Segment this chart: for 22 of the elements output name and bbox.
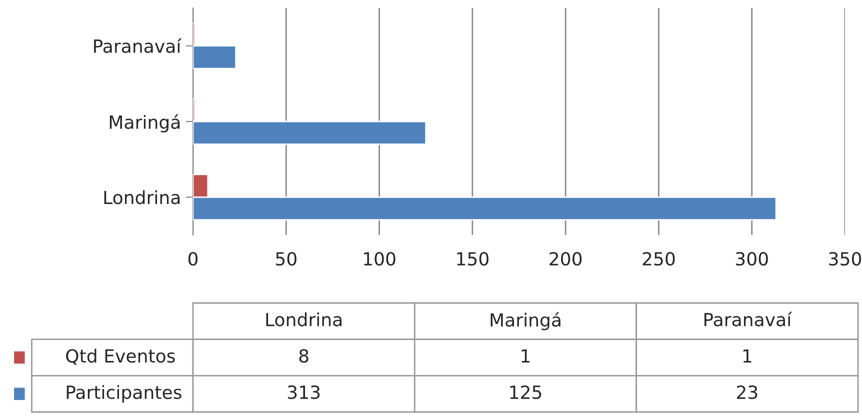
- category-label: Maringá: [490, 312, 560, 330]
- data-label: 8: [299, 349, 308, 363]
- x-tick-label: 150: [457, 252, 488, 266]
- series-label: Participantes: [66, 385, 182, 403]
- data-label: 1: [743, 349, 752, 362]
- y-tick-label: Maringá: [110, 114, 180, 132]
- y-tick-label: Londrina: [104, 190, 180, 204]
- data-label: 1: [522, 349, 530, 362]
- x-tick-label: 250: [642, 252, 675, 266]
- x-tick-label: 50: [276, 252, 296, 266]
- series-label: Qtd Eventos: [66, 348, 175, 365]
- data-label: 23: [737, 385, 758, 400]
- category-label: Paranavaí: [704, 312, 792, 326]
- y-tick-label: Paranavaí: [94, 38, 182, 53]
- data-label: 313: [288, 385, 320, 400]
- x-tick-label: 0: [188, 252, 198, 266]
- data-label: 125: [510, 385, 542, 400]
- x-tick-label: 100: [364, 252, 396, 266]
- x-tick-label: 300: [736, 252, 768, 266]
- category-label: Londrina: [266, 312, 342, 326]
- x-tick-label: 350: [829, 252, 862, 266]
- x-tick-label: 200: [550, 252, 582, 266]
